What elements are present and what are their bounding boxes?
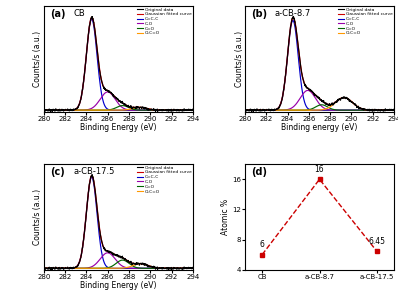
Y-axis label: Counts/s (a.u.): Counts/s (a.u.): [33, 31, 43, 87]
Text: 6.45: 6.45: [368, 237, 385, 246]
Text: (d): (d): [251, 167, 267, 177]
Text: (c): (c): [50, 167, 64, 177]
X-axis label: Binding energy (eV): Binding energy (eV): [281, 123, 358, 132]
Text: a-CB-8.7: a-CB-8.7: [275, 9, 311, 18]
Text: CB: CB: [74, 9, 85, 18]
Text: 16: 16: [315, 165, 324, 174]
X-axis label: Binding Energy (eV): Binding Energy (eV): [80, 281, 156, 290]
Y-axis label: Atomic %: Atomic %: [221, 199, 230, 235]
Legend: Original data, Gaussian fitted curve, C=C-C, C-O, C=O, O-C=O: Original data, Gaussian fitted curve, C=…: [137, 165, 192, 194]
Y-axis label: Counts/s (a.u.): Counts/s (a.u.): [33, 189, 43, 245]
Y-axis label: Counts/s (a.u.): Counts/s (a.u.): [234, 31, 244, 87]
Legend: Original data, Gaussian fitted curve, C=C-C, C-O, C=O, O-C=O: Original data, Gaussian fitted curve, C=…: [137, 7, 192, 36]
Text: (a): (a): [50, 9, 65, 19]
Text: (b): (b): [251, 9, 267, 19]
Text: a-CB-17.5: a-CB-17.5: [74, 167, 115, 176]
X-axis label: Binding Energy (eV): Binding Energy (eV): [80, 123, 156, 132]
Legend: Original data, Gaussian fitted curve, C=C-C, C-O, C=O, O-C=O: Original data, Gaussian fitted curve, C=…: [338, 7, 393, 36]
Text: 6: 6: [260, 240, 265, 249]
